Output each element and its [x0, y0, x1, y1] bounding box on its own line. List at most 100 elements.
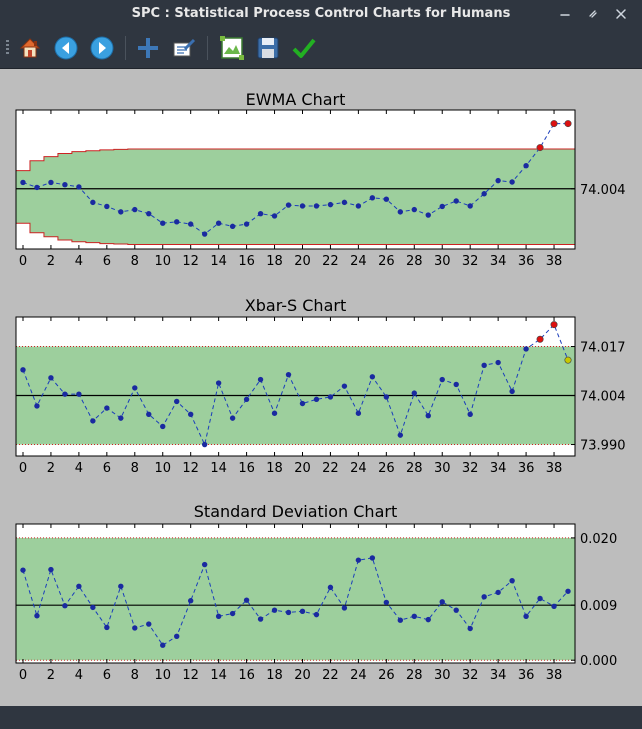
data-point	[76, 184, 82, 190]
control-band	[16, 148, 575, 245]
chart-title: Xbar-S Chart	[245, 296, 346, 315]
data-point	[551, 603, 557, 609]
data-point	[201, 561, 208, 568]
x-tick-label: 30	[434, 461, 451, 476]
x-tick-label: 24	[350, 668, 367, 683]
data-point	[383, 394, 390, 400]
data-point	[118, 415, 124, 421]
x-tick-label: 24	[350, 254, 367, 269]
data-point	[509, 388, 515, 395]
x-tick-label: 28	[406, 254, 423, 269]
data-point	[243, 221, 250, 227]
data-point	[397, 432, 404, 438]
minimize-icon	[560, 14, 570, 16]
data-point	[229, 223, 236, 230]
x-tick-label: 32	[462, 668, 479, 683]
data-point	[229, 610, 236, 617]
x-tick-label: 2	[47, 668, 55, 683]
x-tick-label: 18	[266, 461, 283, 476]
x-tick-label: 28	[406, 461, 423, 476]
data-point	[523, 162, 529, 169]
x-tick-label: 2	[47, 254, 55, 269]
x-tick-label: 10	[154, 254, 171, 269]
x-tick-label: 38	[546, 254, 563, 269]
restore-icon	[589, 10, 597, 18]
data-point	[397, 209, 404, 215]
data-point	[90, 604, 96, 611]
toolbar-separator	[125, 36, 126, 60]
apply-button[interactable]	[291, 35, 317, 61]
chart-title: EWMA Chart	[246, 90, 346, 109]
data-point	[383, 599, 390, 606]
x-tick-label: 2	[47, 461, 55, 476]
close-button[interactable]	[612, 5, 630, 23]
x-tick-label: 20	[294, 668, 311, 683]
data-point	[327, 394, 334, 400]
data-point	[271, 607, 278, 613]
data-point	[187, 598, 194, 604]
data-point	[257, 616, 264, 622]
data-point	[48, 179, 54, 186]
data-point	[90, 418, 96, 424]
data-point	[299, 400, 306, 407]
data-point	[187, 411, 194, 417]
x-tick-label: 28	[406, 668, 423, 683]
data-point	[132, 625, 138, 631]
edit-button[interactable]	[171, 35, 197, 61]
data-point	[467, 625, 473, 632]
data-point	[355, 557, 362, 563]
x-tick-label: 26	[378, 668, 395, 683]
data-point	[537, 595, 543, 602]
data-point	[132, 385, 138, 391]
data-point	[327, 201, 334, 208]
x-tick-label: 8	[131, 254, 139, 269]
data-point	[285, 609, 292, 616]
data-point	[201, 441, 208, 448]
data-point	[411, 390, 417, 396]
data-point	[229, 415, 236, 421]
x-tick-label: 26	[378, 254, 395, 269]
home-button[interactable]	[17, 35, 43, 61]
data-point	[76, 583, 82, 589]
back-button[interactable]	[53, 35, 79, 61]
data-point	[104, 624, 110, 631]
status-bar	[0, 706, 642, 729]
minimize-button[interactable]	[556, 5, 574, 23]
x-tick-label: 38	[546, 461, 563, 476]
x-tick-label: 14	[210, 461, 227, 476]
x-tick-label: 38	[546, 668, 563, 683]
data-point	[174, 219, 180, 225]
subplots-button[interactable]	[219, 35, 245, 61]
x-tick-label: 4	[75, 668, 83, 683]
x-tick-label: 34	[490, 668, 507, 683]
data-point	[104, 405, 110, 411]
data-point	[313, 611, 320, 618]
data-point	[257, 210, 264, 217]
data-point	[369, 195, 376, 201]
x-tick-label: 8	[131, 461, 139, 476]
y-tick-label: 0.000	[580, 654, 617, 669]
data-point	[271, 410, 278, 416]
chart-1: 0 2 4 6 8 10 12 14 16 18 20 22 24 26 28 30 32 34 36 3874.01…	[15, 296, 626, 476]
data-point	[397, 617, 404, 623]
data-point	[495, 177, 501, 184]
save-button[interactable]	[255, 35, 281, 61]
x-tick-label: 30	[434, 668, 451, 683]
data-point	[453, 198, 459, 204]
x-tick-label: 20	[294, 254, 311, 269]
plot-frame	[15, 523, 576, 664]
data-point	[453, 381, 459, 388]
data-point	[271, 213, 278, 219]
pan-button[interactable]	[135, 35, 161, 61]
data-point	[453, 607, 459, 613]
data-point	[355, 203, 362, 209]
toolbar-grip[interactable]	[6, 40, 9, 56]
restore-button[interactable]	[584, 5, 602, 23]
forward-button[interactable]	[89, 35, 115, 61]
close-icon	[616, 9, 626, 19]
data-point	[565, 588, 571, 594]
data-point	[160, 642, 166, 648]
data-point	[146, 621, 152, 627]
x-tick-label: 22	[322, 254, 339, 269]
data-point	[48, 566, 54, 573]
